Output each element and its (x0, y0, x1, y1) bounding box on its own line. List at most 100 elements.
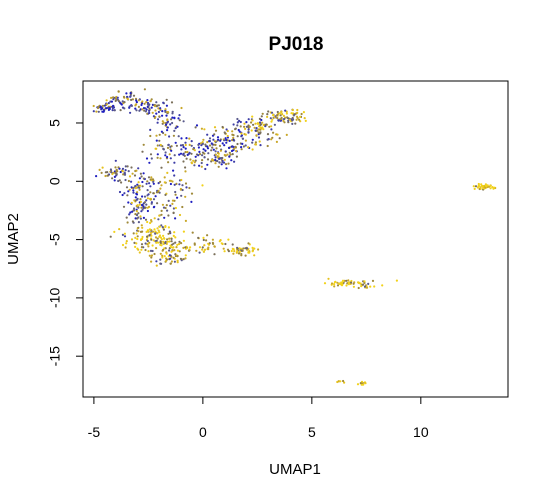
scatter-point (230, 249, 233, 253)
scatter-point (158, 225, 161, 228)
scatter-point (178, 114, 181, 117)
scatter-point (143, 102, 146, 105)
scatter-point (130, 186, 133, 189)
scatter-point (217, 138, 220, 141)
scatter-point (126, 194, 129, 197)
scatter-point (118, 190, 122, 194)
scatter-point (146, 243, 149, 246)
scatter-point (159, 143, 162, 147)
scatter-point (218, 144, 222, 147)
scatter-point (131, 98, 134, 101)
scatter-point (109, 235, 112, 238)
scatter-point (153, 252, 156, 256)
scatter-point (173, 129, 176, 132)
scatter-point (243, 122, 246, 125)
scatter-point (141, 226, 144, 229)
scatter-point (155, 239, 158, 242)
scatter-point (194, 159, 197, 162)
scatter-point (172, 256, 175, 259)
scatter-point (184, 219, 187, 222)
scatter-point (273, 116, 276, 119)
scatter-point (159, 180, 162, 183)
scatter-point (244, 254, 247, 257)
scatter-point (162, 234, 165, 237)
scatter-point (341, 281, 344, 284)
scatter-point (167, 111, 170, 114)
scatter-point (254, 122, 257, 125)
scatter-point (159, 236, 163, 239)
scatter-point (262, 128, 265, 131)
scatter-point (234, 128, 237, 131)
scatter-point (227, 146, 231, 149)
y-tick-label: -10 (47, 288, 63, 308)
scatter-point (174, 206, 177, 210)
scatter-point (175, 182, 178, 185)
scatter-point (177, 135, 180, 138)
scatter-point (216, 151, 219, 155)
scatter-point (150, 98, 153, 101)
scatter-point (134, 236, 137, 239)
scatter-point (149, 221, 152, 225)
scatter-point (223, 139, 226, 142)
scatter-point (137, 105, 140, 108)
scatter-point (123, 171, 126, 174)
scatter-point (182, 239, 185, 242)
scatter-point (162, 206, 166, 209)
y-axis-label: UMAP2 (5, 213, 22, 265)
scatter-point (113, 109, 116, 112)
scatter-point (180, 137, 183, 140)
scatter-point (135, 101, 138, 104)
scatter-point (186, 150, 189, 154)
scatter-point (148, 234, 151, 237)
scatter-point (269, 117, 272, 120)
scatter-point (200, 161, 203, 165)
scatter-point (141, 230, 144, 233)
scatter-point (270, 125, 273, 128)
scatter-point (152, 192, 155, 195)
scatter-point (142, 216, 145, 219)
scatter-point (181, 144, 184, 147)
scatter-point (145, 157, 149, 160)
scatter-point (136, 217, 139, 220)
scatter-point (201, 248, 204, 251)
scatter-point (131, 172, 134, 175)
scatter-point (251, 138, 254, 141)
scatter-point (137, 167, 140, 170)
scatter-point (217, 165, 220, 168)
scatter-point (141, 108, 144, 111)
scatter-point (161, 114, 164, 117)
scatter-point (141, 235, 144, 239)
scatter-point (176, 196, 179, 199)
scatter-point (112, 96, 115, 99)
scatter-point (150, 202, 153, 205)
scatter-point (132, 94, 136, 97)
scatter-point (275, 133, 278, 136)
scatter-point (114, 99, 117, 102)
scatter-point (363, 285, 367, 288)
scatter-point (278, 112, 282, 115)
scatter-point (238, 119, 241, 122)
scatter-point (164, 110, 167, 113)
scatter-point (251, 246, 254, 249)
scatter-point (247, 118, 250, 121)
scatter-point (171, 110, 174, 113)
scatter-point (128, 175, 132, 178)
scatter-point (284, 109, 287, 112)
scatter-point (343, 279, 346, 282)
scatter-point (148, 182, 151, 185)
scatter-point (163, 255, 166, 258)
scatter-point (184, 246, 187, 249)
scatter-point (237, 128, 240, 132)
scatter-point (134, 107, 137, 110)
scatter-point (480, 184, 483, 188)
scatter-point (275, 140, 278, 143)
scatter-point (167, 226, 170, 229)
scatter-point (283, 117, 286, 121)
scatter-point (118, 228, 121, 231)
scatter-point (130, 166, 133, 169)
scatter-point (107, 174, 110, 177)
scatter-point (170, 260, 173, 263)
scatter-point (127, 190, 130, 193)
scatter-point (345, 279, 348, 282)
